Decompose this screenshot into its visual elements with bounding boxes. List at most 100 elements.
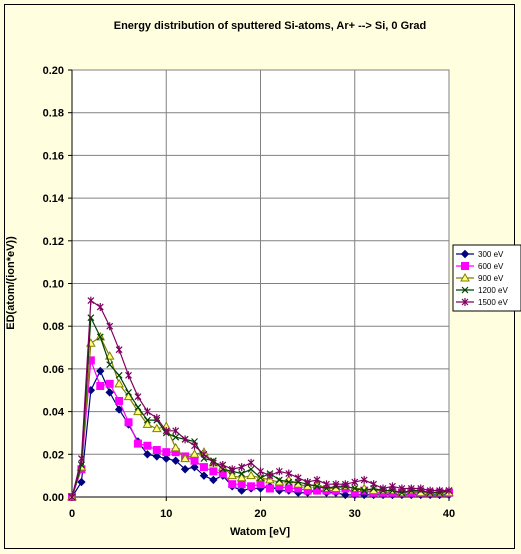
data-point xyxy=(162,426,170,435)
data-point xyxy=(323,480,330,489)
data-point xyxy=(284,484,293,493)
data-point xyxy=(172,426,180,435)
data-point xyxy=(170,442,181,452)
data-point xyxy=(172,433,180,441)
data-point xyxy=(114,378,124,388)
x-tick-label: 30 xyxy=(349,508,361,520)
data-point xyxy=(247,482,256,491)
legend-item: 1200 eV xyxy=(456,286,508,295)
data-point xyxy=(332,480,340,489)
data-point xyxy=(238,470,246,477)
data-point xyxy=(115,371,123,379)
legend-item: 1500 eV xyxy=(456,298,508,307)
data-point xyxy=(407,484,415,493)
data-point xyxy=(162,448,171,457)
legend-marker xyxy=(460,249,470,259)
axes xyxy=(68,69,450,501)
x-tick-label: 40 xyxy=(443,508,455,520)
data-point xyxy=(199,471,209,480)
data-point xyxy=(209,475,218,485)
y-tick-label: 0.02 xyxy=(43,449,64,461)
tick-labels: 0.00 0.02 0.04 0.06 0.08 0.10 0.12 0.14 0.16 0.18… xyxy=(43,65,456,520)
legend-label: 1200 eV xyxy=(478,286,508,295)
data-point xyxy=(275,476,283,484)
data-point xyxy=(134,403,142,411)
data-point xyxy=(115,396,124,405)
data-point xyxy=(265,484,274,493)
data-point xyxy=(227,470,238,480)
legend-marker xyxy=(461,298,469,306)
data-point xyxy=(236,472,247,482)
legend-item: 300 eV xyxy=(456,249,504,259)
data-point xyxy=(106,361,114,369)
y-axis-label: ED(atom/(ion*eV)) xyxy=(5,236,17,330)
y-tick-label: 0.08 xyxy=(43,321,64,333)
y-tick-label: 0.20 xyxy=(43,65,64,77)
y-tick-label: 0.18 xyxy=(43,108,64,120)
data-point xyxy=(398,484,406,493)
data-point xyxy=(266,471,274,480)
data-point xyxy=(351,478,359,487)
y-tick-label: 0.06 xyxy=(43,364,64,376)
data-point xyxy=(389,482,396,491)
data-point xyxy=(341,490,350,500)
data-point xyxy=(125,388,132,396)
data-point xyxy=(133,406,143,416)
data-point xyxy=(426,486,434,495)
chart-title: Energy distribution of sputtered Si-atom… xyxy=(114,20,427,32)
data-point xyxy=(105,379,114,388)
data-point xyxy=(257,467,264,476)
data-point xyxy=(237,486,246,495)
legend-label: 300 eV xyxy=(478,250,504,259)
data-point xyxy=(114,405,124,414)
data-point xyxy=(124,418,133,427)
data-point xyxy=(237,480,246,489)
data-point xyxy=(285,469,293,478)
data-point xyxy=(96,333,104,341)
data-point xyxy=(417,484,425,493)
data-point xyxy=(313,475,321,484)
series-lines xyxy=(67,296,454,502)
data-point xyxy=(87,314,95,322)
data-point xyxy=(96,302,104,311)
data-point xyxy=(199,463,208,472)
legend-item: 900 eV xyxy=(456,272,504,283)
data-point xyxy=(247,465,255,473)
data-point xyxy=(171,456,180,465)
data-point xyxy=(436,486,443,495)
data-point xyxy=(445,486,453,495)
data-point xyxy=(294,473,302,482)
y-tick-label: 0.16 xyxy=(43,150,64,162)
x-tick-label: 0 xyxy=(69,508,75,520)
data-point xyxy=(143,407,151,416)
data-point xyxy=(105,388,114,397)
data-point xyxy=(219,460,227,469)
data-point xyxy=(190,456,199,465)
y-tick-label: 0.10 xyxy=(43,279,64,291)
data-point xyxy=(78,454,85,463)
grid-lines xyxy=(72,69,449,497)
data-point xyxy=(351,485,359,492)
legend-marker xyxy=(461,262,469,270)
data-point xyxy=(142,419,153,428)
data-point xyxy=(246,470,256,480)
data-point xyxy=(228,480,237,489)
data-point xyxy=(180,453,190,463)
data-point xyxy=(96,366,105,376)
series-1500-ev xyxy=(68,296,453,501)
data-point xyxy=(68,493,76,501)
data-point xyxy=(313,482,321,490)
data-point xyxy=(285,478,293,486)
x-tick-label: 10 xyxy=(160,508,172,520)
data-point xyxy=(257,474,264,482)
data-point xyxy=(360,487,368,495)
data-point xyxy=(162,454,171,463)
data-point xyxy=(181,435,189,444)
legend-item: 600 eV xyxy=(456,262,504,271)
data-point xyxy=(115,345,123,354)
data-point xyxy=(200,450,208,459)
data-point xyxy=(152,452,162,461)
data-point xyxy=(133,439,142,448)
legend-label: 600 eV xyxy=(478,262,504,271)
